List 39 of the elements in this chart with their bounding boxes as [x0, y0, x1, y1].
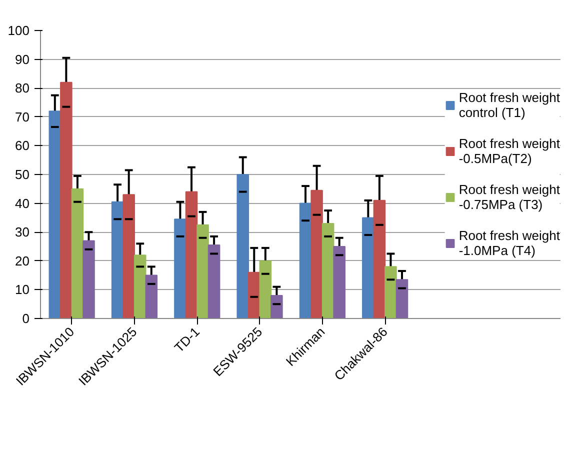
- y-tick-label: 50: [15, 167, 30, 182]
- bar: [134, 254, 146, 318]
- legend-label: Root fresh weight -0.75MPa (T3): [458, 182, 560, 212]
- bar: [259, 260, 272, 318]
- bar: [236, 174, 249, 318]
- bar: [373, 200, 386, 318]
- bar: [396, 279, 408, 318]
- y-tick-label: 0: [22, 311, 30, 326]
- bar: [71, 188, 84, 318]
- bar: [270, 294, 283, 318]
- bar: [60, 82, 72, 318]
- y-tick-label: 40: [15, 196, 30, 211]
- bar: [248, 272, 260, 318]
- legend-label: Root fresh weight -1.0MPa (T4): [458, 228, 560, 258]
- y-tick-label: 100: [8, 23, 30, 38]
- y-tick-label: 20: [15, 253, 30, 268]
- y-tick-label: 90: [15, 52, 30, 67]
- bar: [310, 190, 323, 318]
- bar: [333, 246, 346, 318]
- bar: [322, 222, 334, 318]
- bar: [185, 191, 198, 318]
- bar: [362, 217, 374, 318]
- y-tick-label: 30: [15, 224, 30, 240]
- bar: [48, 110, 62, 318]
- bar: [145, 274, 158, 318]
- bar: [111, 201, 124, 318]
- bar: [299, 202, 312, 318]
- y-tick-label: 70: [15, 109, 30, 124]
- y-tick-label: 80: [15, 80, 30, 96]
- bar: [384, 266, 397, 318]
- legend-label: Root fresh weight -0.5MPa(T2): [458, 136, 560, 166]
- bar: [82, 240, 95, 318]
- bar: [122, 194, 135, 318]
- bar: [208, 244, 220, 318]
- y-tick-label: 10: [15, 282, 30, 298]
- legend-label: Root fresh weight control (T1): [458, 90, 560, 120]
- y-tick-label: 60: [15, 138, 30, 154]
- bar: [174, 218, 186, 318]
- bar: [196, 224, 209, 318]
